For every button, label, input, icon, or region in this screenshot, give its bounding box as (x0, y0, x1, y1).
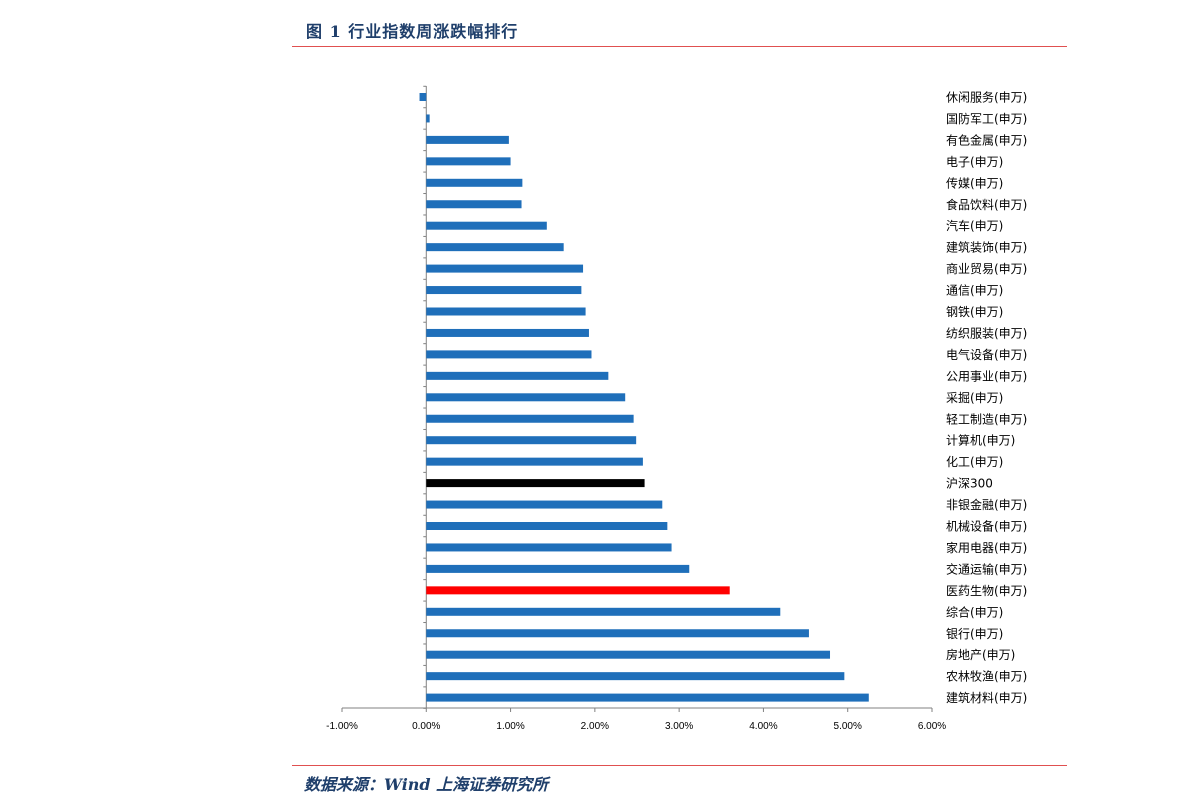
category-label: 公用事业(申万) (946, 369, 1027, 383)
x-tick-label: 4.00% (749, 721, 777, 732)
x-tick-label: 1.00% (496, 721, 524, 732)
category-label: 采掘(申万) (946, 390, 1003, 405)
category-label: 国防军工(申万) (946, 111, 1027, 126)
category-label: 房地产(申万) (946, 647, 1015, 662)
bar (426, 178, 523, 187)
category-label: 综合(申万) (946, 604, 1003, 619)
bar (426, 264, 584, 273)
category-label: 医药生物(申万) (946, 584, 1027, 598)
bar (426, 135, 509, 144)
category-label: 建筑材料(申万) (946, 690, 1027, 705)
bar (426, 457, 643, 466)
x-tick-label: 6.00% (918, 721, 946, 732)
bar (426, 479, 645, 488)
bar (426, 414, 634, 423)
category-label: 沪深300 (946, 477, 993, 491)
bottom-rule (292, 765, 1067, 766)
category-label: 轻工制造(申万) (946, 412, 1027, 426)
bar (426, 650, 831, 659)
x-tick-label: 0.00% (412, 721, 440, 732)
category-label: 食品饮料(申万) (946, 197, 1027, 212)
bar (426, 200, 522, 209)
bar (419, 93, 427, 101)
bar (426, 243, 564, 252)
category-label: 化工(申万) (946, 455, 1003, 469)
category-label: 有色金属(申万) (946, 132, 1027, 147)
category-label: 钢铁(申万) (946, 305, 1003, 319)
bar (426, 436, 637, 445)
category-label: 计算机(申万) (946, 433, 1015, 448)
bar (426, 221, 547, 230)
bar (426, 500, 663, 509)
bar (426, 543, 672, 552)
category-label: 电气设备(申万) (946, 347, 1027, 362)
category-label: 传媒(申万) (946, 175, 1003, 190)
category-label: 家用电器(申万) (946, 540, 1027, 555)
bar (426, 328, 589, 337)
x-tick-label: 2.00% (581, 721, 609, 732)
source-note: 数据来源：Wind 上海证券研究所 (304, 775, 549, 794)
bar (426, 672, 845, 681)
bar (426, 286, 582, 295)
top-rule (292, 46, 1067, 47)
bar (426, 371, 609, 380)
bar (426, 522, 668, 530)
bar (426, 564, 690, 573)
bar (426, 307, 586, 316)
category-label: 非银金融(申万) (946, 497, 1027, 512)
bar (426, 629, 809, 638)
category-label: 休闲服务(申万) (946, 90, 1027, 105)
category-label: 交通运输(申万) (946, 561, 1027, 576)
category-label: 汽车(申万) (946, 218, 1003, 233)
category-label: 农林牧渔(申万) (946, 670, 1027, 684)
figure-title: 图 1 行业指数周涨跌幅排行 (306, 22, 519, 41)
bar (426, 157, 511, 166)
category-label: 电子(申万) (946, 155, 1003, 169)
bar (426, 586, 730, 595)
category-label: 银行(申万) (946, 627, 1003, 641)
category-label: 机械设备(申万) (946, 519, 1027, 534)
x-tick-label: 3.00% (665, 721, 693, 732)
bar (426, 607, 781, 616)
bar (426, 393, 626, 402)
category-label: 通信(申万) (946, 284, 1003, 298)
bar (426, 350, 592, 359)
bar (426, 693, 869, 702)
x-tick-label: -1.00% (326, 721, 358, 732)
category-label: 建筑装饰(申万) (946, 240, 1027, 255)
category-label: 商业贸易(申万) (946, 261, 1027, 276)
bar (426, 114, 430, 123)
category-label: 纺织服装(申万) (946, 326, 1027, 340)
x-tick-label: 5.00% (834, 721, 862, 732)
